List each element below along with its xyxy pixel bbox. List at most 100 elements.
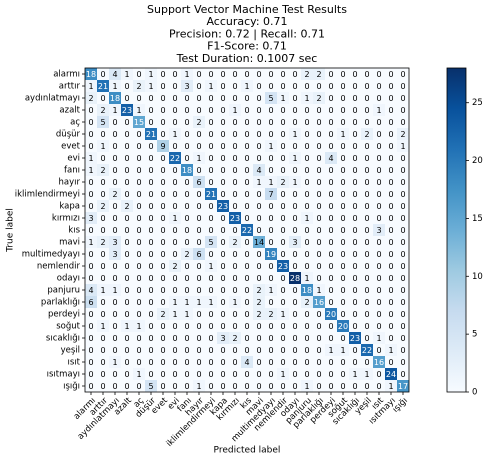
- cell: [313, 164, 325, 176]
- cell: [349, 332, 361, 344]
- cell-label: 0: [124, 226, 129, 235]
- cell: [289, 116, 301, 128]
- cell: [349, 260, 361, 272]
- cell-label: 0: [340, 166, 345, 175]
- cell-label: 0: [232, 274, 237, 283]
- cell-label: 0: [316, 358, 321, 367]
- cell-label: 0: [184, 262, 189, 271]
- cell: [313, 380, 325, 392]
- cell-label: 0: [280, 70, 285, 79]
- cell-label: 0: [184, 346, 189, 355]
- cell: [133, 344, 145, 356]
- cell: [313, 116, 325, 128]
- cell: [373, 320, 385, 332]
- cell: [241, 332, 253, 344]
- cell: [385, 296, 397, 308]
- cell: [229, 164, 241, 176]
- cell-label: 0: [328, 286, 333, 295]
- cell-label: 0: [280, 250, 285, 259]
- cell-label: 0: [88, 346, 93, 355]
- cell: [109, 296, 121, 308]
- cell: [169, 248, 181, 260]
- cell: [289, 176, 301, 188]
- cell: [349, 140, 361, 152]
- cell-label: 3: [112, 238, 117, 247]
- cell: [301, 164, 313, 176]
- cell: [85, 188, 97, 200]
- cell-label: 2: [88, 94, 93, 103]
- cell-label: 0: [388, 334, 393, 343]
- cell-label: 0: [160, 250, 165, 259]
- cell-label: 0: [160, 334, 165, 343]
- cell: [289, 272, 301, 284]
- cell: [349, 308, 361, 320]
- cell-label: 0: [172, 334, 177, 343]
- cell: [361, 380, 373, 392]
- cell-label: 20: [326, 310, 336, 319]
- cell-label: 1: [112, 82, 117, 91]
- cell-label: 0: [244, 298, 249, 307]
- cell: [325, 344, 337, 356]
- cell: [325, 200, 337, 212]
- cell-label: 0: [268, 274, 273, 283]
- cell-label: 0: [208, 106, 213, 115]
- cell-label: 0: [124, 382, 129, 391]
- cell-label: 0: [244, 370, 249, 379]
- cell: [265, 284, 277, 296]
- cell: [109, 308, 121, 320]
- cell: [181, 380, 193, 392]
- cell-label: 0: [172, 82, 177, 91]
- cell-label: 0: [160, 226, 165, 235]
- cell: [397, 152, 409, 164]
- cell: [265, 344, 277, 356]
- cell: [373, 344, 385, 356]
- cell-label: 0: [124, 238, 129, 247]
- cell: [181, 320, 193, 332]
- cell: [205, 296, 217, 308]
- cell: [337, 176, 349, 188]
- cell: [217, 188, 229, 200]
- cell: [85, 176, 97, 188]
- cell-label: 1: [100, 322, 105, 331]
- cell-label: 0: [244, 262, 249, 271]
- cell-label: 0: [376, 118, 381, 127]
- cell-label: 4: [244, 358, 249, 367]
- cell: [97, 356, 109, 368]
- cell-label: 0: [100, 70, 105, 79]
- cell-label: 0: [316, 322, 321, 331]
- cell: [313, 320, 325, 332]
- cell: [337, 224, 349, 236]
- cell: [229, 332, 241, 344]
- cell: [277, 212, 289, 224]
- cell: [385, 332, 397, 344]
- cell: [109, 200, 121, 212]
- cell-label: 0: [136, 178, 141, 187]
- cell-label: 0: [148, 310, 153, 319]
- cell-label: 0: [136, 250, 141, 259]
- cell: [337, 344, 349, 356]
- cell-label: 0: [340, 334, 345, 343]
- cell: [121, 332, 133, 344]
- cell-label: 0: [328, 334, 333, 343]
- cell-label: 0: [232, 370, 237, 379]
- cell: [277, 320, 289, 332]
- cell-label: 0: [172, 286, 177, 295]
- cell: [397, 344, 409, 356]
- cell: [121, 320, 133, 332]
- cell: [397, 224, 409, 236]
- cell-label: 0: [220, 358, 225, 367]
- cell: [157, 104, 169, 116]
- cell: [253, 320, 265, 332]
- cell-label: 0: [328, 82, 333, 91]
- cell: [325, 80, 337, 92]
- cell: [97, 248, 109, 260]
- cell: [205, 320, 217, 332]
- cell-label: 1: [400, 142, 405, 151]
- cell-label: 0: [148, 178, 153, 187]
- cell: [241, 344, 253, 356]
- cell-label: 1: [304, 214, 309, 223]
- cell-label: 0: [124, 214, 129, 223]
- cell: [145, 284, 157, 296]
- cell-label: 0: [256, 382, 261, 391]
- cell-label: 3: [376, 226, 381, 235]
